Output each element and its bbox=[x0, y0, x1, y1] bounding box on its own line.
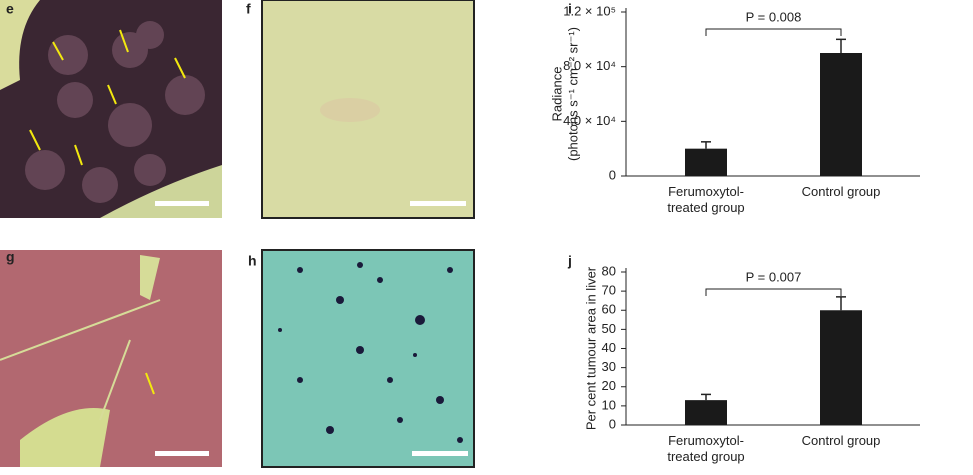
y-tick-label: 0 bbox=[609, 167, 616, 182]
y-axis-label: Radiance bbox=[549, 67, 564, 122]
micrograph-h bbox=[261, 249, 475, 468]
bar bbox=[820, 310, 862, 425]
chart-title: j bbox=[567, 253, 572, 269]
y-tick-label: 4.0 × 10⁴ bbox=[563, 113, 616, 128]
panel-label: e bbox=[6, 1, 14, 17]
y-tick-label: 8.0 × 10⁴ bbox=[563, 58, 616, 73]
bar bbox=[685, 148, 727, 176]
significance-bracket bbox=[705, 28, 842, 36]
y-tick-label: 50 bbox=[602, 321, 616, 336]
y-axis-label: (photons s⁻¹ cm⁻² sr⁻¹) bbox=[565, 27, 580, 161]
micrograph-f bbox=[261, 0, 475, 219]
x-tick-label: Control group bbox=[801, 433, 881, 448]
panel-label: g bbox=[6, 249, 15, 265]
x-tick-label: Control group bbox=[801, 184, 881, 199]
bar bbox=[820, 53, 862, 176]
x-tick-label: Ferumoxytol- treated group bbox=[667, 433, 745, 464]
micrograph-e bbox=[0, 0, 222, 218]
y-tick-label: 20 bbox=[602, 378, 616, 393]
y-tick-label: 60 bbox=[602, 302, 616, 317]
y-axis-label: Per cent tumour area in liver bbox=[583, 266, 598, 430]
annotation: P = 0.007 bbox=[746, 269, 802, 284]
micrograph-g bbox=[0, 250, 222, 467]
y-tick-label: 1.2 × 10⁵ bbox=[563, 3, 616, 18]
significance-bracket bbox=[705, 288, 842, 296]
y-tick-label: 40 bbox=[602, 340, 616, 355]
annotation: P = 0.008 bbox=[746, 9, 802, 24]
y-tick-label: 10 bbox=[602, 397, 616, 412]
chart-title: i bbox=[568, 1, 572, 17]
y-tick-label: 0 bbox=[609, 416, 616, 431]
panel-label: h bbox=[248, 253, 257, 269]
panel-label: f bbox=[246, 1, 251, 17]
y-tick-label: 70 bbox=[602, 283, 616, 298]
x-tick-label: Ferumoxytol- treated group bbox=[667, 184, 745, 215]
y-tick-label: 30 bbox=[602, 359, 616, 374]
bar bbox=[685, 400, 727, 425]
y-tick-label: 80 bbox=[602, 263, 616, 278]
